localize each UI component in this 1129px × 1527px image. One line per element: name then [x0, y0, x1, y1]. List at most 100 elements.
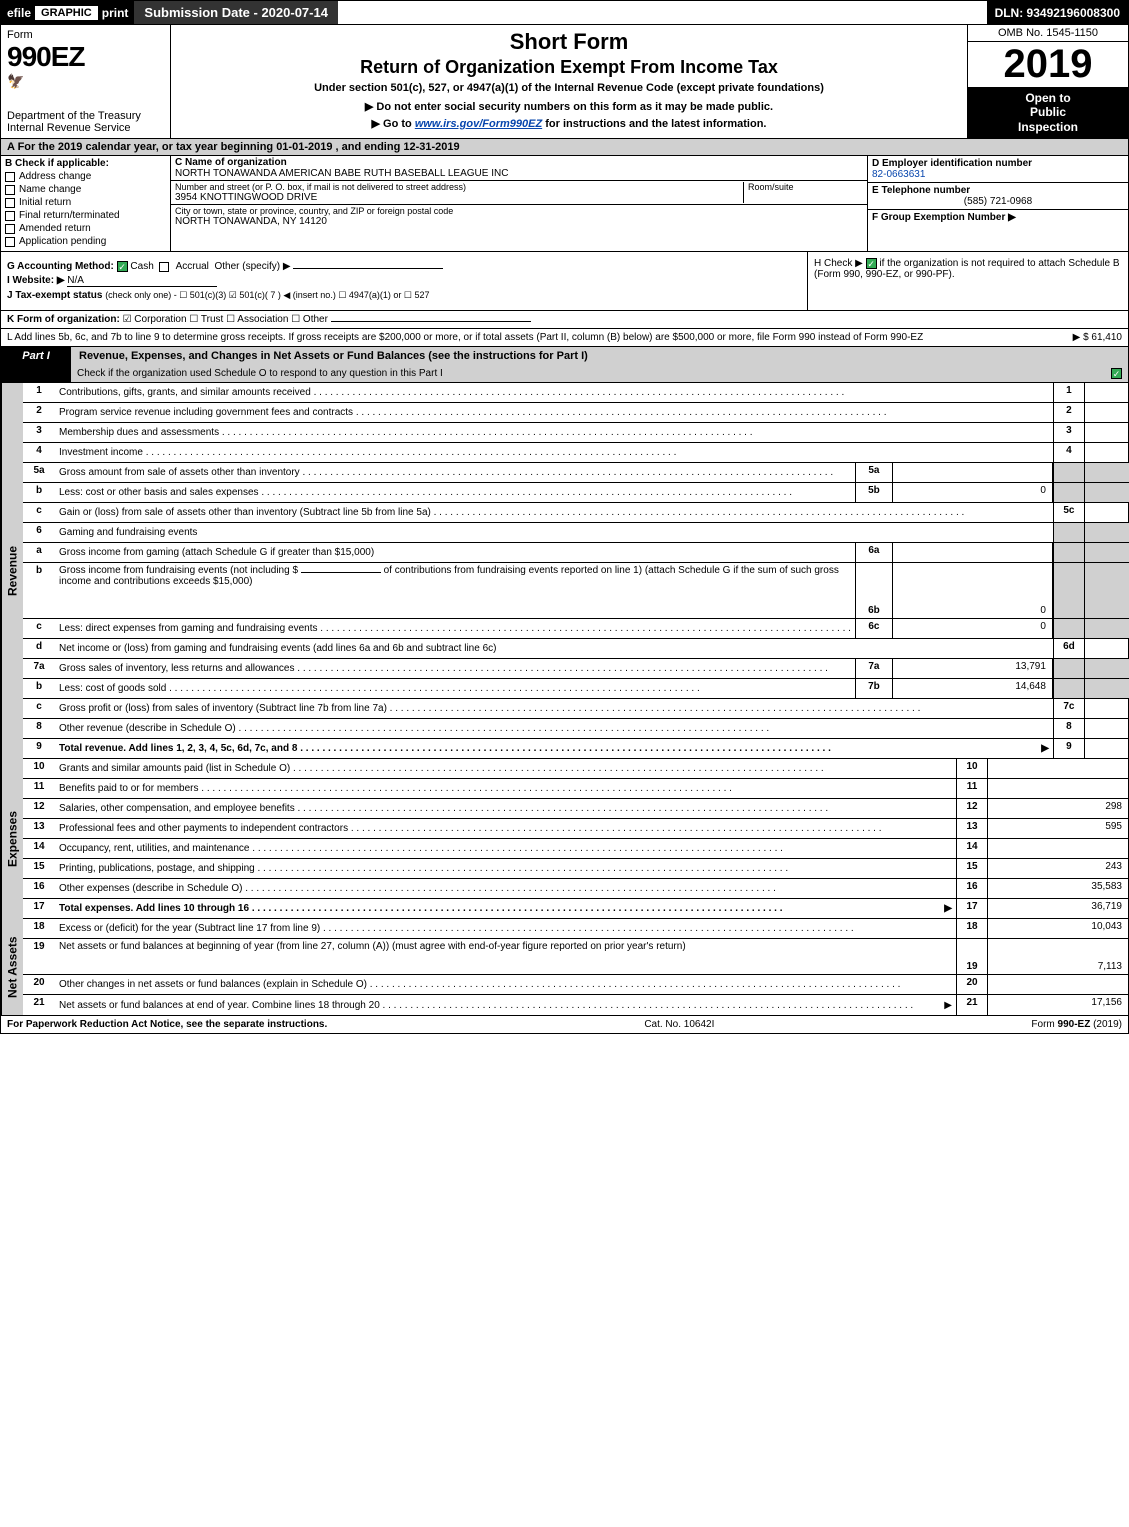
- line-desc: Gross amount from sale of assets other t…: [55, 463, 855, 482]
- ein-label: D Employer identification number: [872, 158, 1124, 169]
- k-other-field[interactable]: [331, 321, 531, 322]
- i-label: I Website: ▶: [7, 275, 65, 286]
- section-b: B Check if applicable: Address change Na…: [1, 156, 171, 251]
- under-section: Under section 501(c), 527, or 4947(a)(1)…: [181, 82, 957, 94]
- open-l1: Open to: [970, 91, 1126, 105]
- expenses-body: 10 Grants and similar amounts paid (list…: [23, 759, 1128, 919]
- line-10: 10 Grants and similar amounts paid (list…: [23, 759, 1128, 779]
- street-label: Number and street (or P. O. box, if mail…: [175, 182, 743, 192]
- result-num: 9: [1053, 739, 1085, 758]
- desc-text: Other expenses (describe in Schedule O): [59, 883, 242, 894]
- part-i-check-o: Check if the organization used Schedule …: [71, 365, 1128, 382]
- footer-right-form: 990-EZ: [1058, 1019, 1091, 1030]
- go-to-link[interactable]: www.irs.gov/Form990EZ: [415, 118, 542, 130]
- result-amt: [988, 839, 1128, 858]
- line-desc: Gross income from gaming (attach Schedul…: [55, 543, 855, 562]
- sub-amt: 0: [893, 563, 1053, 618]
- line-desc: Net assets or fund balances at end of ye…: [55, 995, 956, 1015]
- desc-6b-1: Gross income from fundraising events (no…: [59, 565, 298, 576]
- street-value: 3954 KNOTTINGWOOD DRIVE: [175, 192, 743, 203]
- cb-name-change[interactable]: Name change: [5, 184, 166, 195]
- line-17: 17 Total expenses. Add lines 10 through …: [23, 899, 1128, 919]
- desc-text: Occupancy, rent, utilities, and maintena…: [59, 843, 249, 854]
- line-desc: Net income or (loss) from gaming and fun…: [55, 639, 1053, 658]
- result-num: 10: [956, 759, 988, 778]
- revenue-body: 1 Contributions, gifts, grants, and simi…: [23, 383, 1129, 759]
- graphic-button[interactable]: GRAPHIC: [35, 6, 98, 20]
- line-21: 21 Net assets or fund balances at end of…: [23, 995, 1128, 1015]
- result-amt: 298: [988, 799, 1128, 818]
- line-num: d: [23, 639, 55, 658]
- result-amt: 36,719: [988, 899, 1128, 918]
- cb-label: Amended return: [19, 223, 91, 234]
- result-amt-shaded: [1085, 563, 1129, 618]
- footer-right: Form 990-EZ (2019): [1031, 1019, 1122, 1030]
- line-desc: Total expenses. Add lines 10 through 16: [55, 899, 956, 918]
- result-amt-shaded: [1085, 523, 1129, 542]
- cb-application-pending[interactable]: Application pending: [5, 236, 166, 247]
- accrual-checkbox-icon[interactable]: [159, 262, 169, 272]
- org-name-row: C Name of organization NORTH TONAWANDA A…: [171, 156, 867, 181]
- cb-initial-return[interactable]: Initial return: [5, 197, 166, 208]
- l-amount: ▶ $ 61,410: [1073, 332, 1122, 343]
- tel-value: (585) 721-0968: [872, 196, 1124, 207]
- result-num: 16: [956, 879, 988, 898]
- cb-final-return[interactable]: Final return/terminated: [5, 210, 166, 221]
- form-number: 990EZ: [7, 41, 164, 73]
- desc-text: Total revenue. Add lines 1, 2, 3, 4, 5c,…: [59, 743, 297, 754]
- line-7b: b Less: cost of goods sold 7b 14,648: [23, 679, 1129, 699]
- line-12: 12 Salaries, other compensation, and emp…: [23, 799, 1128, 819]
- form-word: Form: [7, 29, 164, 41]
- cb-amended-return[interactable]: Amended return: [5, 223, 166, 234]
- open-l3: Inspection: [970, 120, 1126, 134]
- line-7a: 7a Gross sales of inventory, less return…: [23, 659, 1129, 679]
- arrow-icon: [944, 1000, 952, 1011]
- line-4: 4 Investment income 4: [23, 443, 1129, 463]
- cash-checkbox-icon[interactable]: ✓: [117, 261, 128, 272]
- org-name-label: C Name of organization: [175, 157, 859, 168]
- line-16: 16 Other expenses (describe in Schedule …: [23, 879, 1128, 899]
- result-amt: [1085, 503, 1129, 522]
- line-num: 2: [23, 403, 55, 422]
- gh-block: G Accounting Method: ✓ Cash Accrual Othe…: [0, 252, 1129, 311]
- other-specify-field[interactable]: [293, 268, 443, 269]
- dept-line: Department of the Treasury: [7, 110, 164, 122]
- cb-label: Final return/terminated: [19, 210, 120, 221]
- line-desc: Gross sales of inventory, less returns a…: [55, 659, 855, 678]
- tel-row: E Telephone number (585) 721-0968: [868, 183, 1128, 210]
- line-num: 13: [23, 819, 55, 838]
- footer-right-suf: (2019): [1090, 1019, 1122, 1030]
- line-desc: Less: direct expenses from gaming and fu…: [55, 619, 855, 638]
- desc-text: Less: cost of goods sold: [59, 683, 166, 694]
- line-11: 11 Benefits paid to or for members 11: [23, 779, 1128, 799]
- website-value: N/A: [67, 275, 217, 287]
- do-not-enter-note: ▶ Do not enter social security numbers o…: [181, 100, 957, 113]
- footer-left: For Paperwork Reduction Act Notice, see …: [7, 1019, 327, 1030]
- j-detail: (check only one) - ☐ 501(c)(3) ☑ 501(c)(…: [105, 290, 429, 300]
- print-button[interactable]: print: [102, 6, 129, 20]
- line-num: 16: [23, 879, 55, 898]
- line-num: 15: [23, 859, 55, 878]
- result-num: 3: [1053, 423, 1085, 442]
- gij-left: G Accounting Method: ✓ Cash Accrual Othe…: [1, 252, 808, 310]
- line-desc: Occupancy, rent, utilities, and maintena…: [55, 839, 956, 858]
- result-amt: 10,043: [988, 919, 1128, 938]
- line-num: 20: [23, 975, 55, 994]
- desc-text: Benefits paid to or for members: [59, 783, 199, 794]
- check-o-checkbox-icon[interactable]: ✓: [1111, 368, 1122, 379]
- cb-address-change[interactable]: Address change: [5, 171, 166, 182]
- line-num: 9: [23, 739, 55, 758]
- l-text: L Add lines 5b, 6c, and 7b to line 9 to …: [7, 332, 1073, 343]
- result-amt: [988, 779, 1128, 798]
- h-checkbox-icon[interactable]: ✓: [866, 258, 877, 269]
- sub-num: 6b: [855, 563, 893, 618]
- dln: DLN: 93492196008300: [987, 1, 1128, 24]
- result-num: 12: [956, 799, 988, 818]
- go-to-prefix: ▶ Go to: [372, 118, 415, 130]
- line-num: 1: [23, 383, 55, 402]
- sub-num: 5b: [855, 483, 893, 502]
- page-footer: For Paperwork Reduction Act Notice, see …: [0, 1016, 1129, 1034]
- ein-value[interactable]: 82-0663631: [872, 169, 1124, 180]
- line-desc: Gross income from fundraising events (no…: [55, 563, 855, 618]
- 6b-blank-field[interactable]: [301, 572, 381, 573]
